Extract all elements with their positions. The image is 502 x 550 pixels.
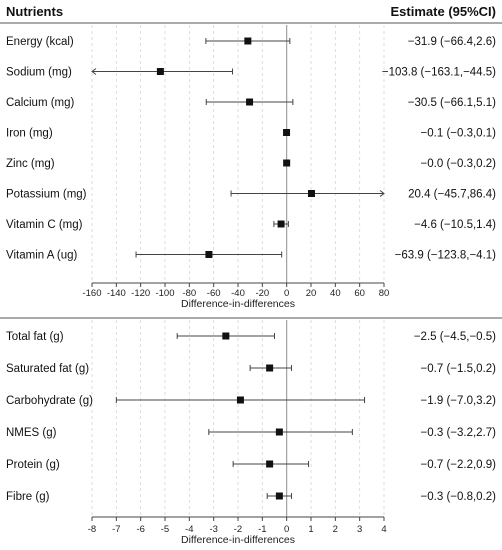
x-tick-label: -1 bbox=[258, 524, 266, 535]
x-tick-label: -80 bbox=[182, 288, 196, 299]
row-label: Vitamin A (ug) bbox=[6, 250, 78, 262]
x-tick-label: -8 bbox=[88, 524, 96, 535]
estimate-text: −0.7 (−1.5,0.2) bbox=[421, 363, 497, 375]
ci-upper-arrow bbox=[379, 190, 385, 197]
point-estimate bbox=[266, 364, 274, 372]
row-label: Potassium (mg) bbox=[6, 189, 87, 201]
estimate-text: −0.3 (−3.2,2.7) bbox=[421, 427, 497, 439]
x-tick-label: -60 bbox=[207, 288, 221, 299]
x-tick-label: -6 bbox=[136, 524, 144, 535]
estimate-text: −2.5 (−4.5,−0.5) bbox=[414, 331, 496, 343]
estimate-text: −0.1 (−0.3,0.1) bbox=[421, 128, 497, 140]
x-tick-label: -7 bbox=[112, 524, 120, 535]
point-estimate bbox=[205, 251, 213, 258]
point-estimate bbox=[283, 129, 291, 136]
nutrients-header: Nutrients bbox=[6, 4, 63, 19]
row-label: Protein (g) bbox=[6, 459, 60, 471]
x-tick-label: 1 bbox=[308, 524, 313, 535]
x-tick-label: 40 bbox=[330, 288, 341, 299]
point-estimate bbox=[266, 460, 274, 468]
row-label: Calcium (mg) bbox=[6, 97, 75, 109]
x-tick-label: 0 bbox=[284, 288, 289, 299]
x-tick-label: -3 bbox=[209, 524, 217, 535]
estimate-text: −0.3 (−0.8,0.2) bbox=[421, 491, 497, 503]
x-tick-label: 60 bbox=[354, 288, 365, 299]
estimate-text: −103.8 (−163.1,−44.5) bbox=[382, 67, 496, 79]
point-estimate bbox=[222, 332, 230, 340]
row-label: Iron (mg) bbox=[6, 128, 53, 140]
x-tick-label: -120 bbox=[131, 288, 150, 299]
x-tick-label: 2 bbox=[333, 524, 338, 535]
x-tick-label: -2 bbox=[234, 524, 242, 535]
estimate-header: Estimate (95%CI) bbox=[391, 4, 496, 19]
estimate-text: 20.4 (−45.7,86.4) bbox=[408, 189, 496, 201]
estimate-text: −63.9 (−123.8,−4.1) bbox=[395, 250, 497, 262]
estimate-text: −0.0 (−0.3,0.2) bbox=[421, 158, 497, 170]
x-tick-label: 20 bbox=[306, 288, 317, 299]
row-label: Saturated fat (g) bbox=[6, 363, 89, 375]
row-label: Sodium (mg) bbox=[6, 67, 72, 79]
row-label: Zinc (mg) bbox=[6, 158, 55, 170]
x-tick-label: 4 bbox=[381, 524, 386, 535]
row-label: Energy (kcal) bbox=[6, 36, 74, 48]
x-tick-label: -20 bbox=[255, 288, 269, 299]
x-tick-label: -140 bbox=[107, 288, 126, 299]
ci-lower-arrow bbox=[91, 68, 97, 75]
row-label: Vitamin C (mg) bbox=[6, 219, 83, 231]
x-axis-label: Difference-in-differences bbox=[181, 534, 295, 546]
x-tick-label: -160 bbox=[82, 288, 101, 299]
row-label: NMES (g) bbox=[6, 427, 57, 439]
point-estimate bbox=[277, 220, 285, 228]
point-estimate bbox=[275, 492, 283, 500]
row-label: Carbohydrate (g) bbox=[6, 395, 93, 407]
x-tick-label: 80 bbox=[379, 288, 390, 299]
point-estimate bbox=[307, 190, 315, 197]
estimate-text: −4.6 (−10.5,1.4) bbox=[414, 219, 496, 231]
x-tick-label: -4 bbox=[185, 524, 193, 535]
point-estimate bbox=[246, 98, 254, 106]
row-label: Total fat (g) bbox=[6, 331, 64, 343]
point-estimate bbox=[156, 68, 164, 75]
point-estimate bbox=[236, 396, 244, 404]
point-estimate bbox=[244, 37, 252, 45]
x-tick-label: -40 bbox=[231, 288, 245, 299]
x-tick-label: 0 bbox=[284, 524, 289, 535]
x-tick-label: -100 bbox=[155, 288, 174, 299]
x-tick-label: -5 bbox=[161, 524, 169, 535]
x-tick-label: 3 bbox=[357, 524, 362, 535]
estimate-text: −0.7 (−2.2,0.9) bbox=[421, 459, 497, 471]
x-axis-label: Difference-in-differences bbox=[181, 298, 295, 310]
estimate-text: −30.5 (−66.1,5.1) bbox=[408, 97, 496, 109]
row-label: Fibre (g) bbox=[6, 491, 50, 503]
point-estimate bbox=[283, 159, 291, 167]
estimate-text: −31.9 (−66.4,2.6) bbox=[408, 36, 496, 48]
estimate-text: −1.9 (−7.0,3.2) bbox=[421, 395, 497, 407]
point-estimate bbox=[275, 428, 283, 436]
